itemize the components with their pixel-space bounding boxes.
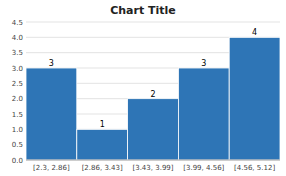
y-tick-label: 1.0 bbox=[12, 126, 23, 134]
chart: Chart Title 0.0 0.5 1.0 1.5 2.0 2.5 3.0 3.5 4.0 4.… bbox=[0, 0, 286, 176]
y-tick-label: 2.0 bbox=[12, 95, 23, 103]
x-tick-label: [2.86, 3.43] bbox=[82, 164, 123, 172]
y-tick-label: 2.5 bbox=[12, 80, 23, 88]
bar bbox=[26, 68, 77, 160]
y-tick-label: 0.5 bbox=[12, 141, 23, 149]
data-label: 1 bbox=[100, 120, 105, 129]
y-tick-label: 4.0 bbox=[12, 34, 23, 42]
grid-line bbox=[26, 22, 280, 23]
x-tick-label: [2.3, 2.86] bbox=[33, 164, 70, 172]
x-tick-label: [4.56, 5.12] bbox=[234, 164, 275, 172]
y-tick-label: 0.0 bbox=[12, 157, 23, 165]
bar bbox=[178, 68, 229, 160]
x-tick-label: [3.99, 4.56] bbox=[183, 164, 224, 172]
title: Chart Title bbox=[110, 4, 176, 17]
data-label: 4 bbox=[252, 28, 257, 37]
data-label: 3 bbox=[49, 59, 54, 68]
data-label: 3 bbox=[201, 59, 206, 68]
bar bbox=[128, 99, 179, 160]
bar bbox=[229, 37, 280, 160]
grid-line bbox=[26, 160, 280, 161]
bars bbox=[26, 37, 280, 160]
grid bbox=[26, 22, 280, 160]
y-tick-label: 1.5 bbox=[12, 111, 23, 119]
data-label: 2 bbox=[150, 90, 155, 99]
y-tick-label: 3.5 bbox=[12, 49, 23, 57]
y-tick-label: 4.5 bbox=[12, 19, 23, 27]
x-axis-line bbox=[26, 160, 280, 161]
y-tick-label: 3.0 bbox=[12, 65, 23, 73]
x-tick-label: [3.43, 3.99] bbox=[132, 164, 173, 172]
bar bbox=[77, 129, 128, 160]
